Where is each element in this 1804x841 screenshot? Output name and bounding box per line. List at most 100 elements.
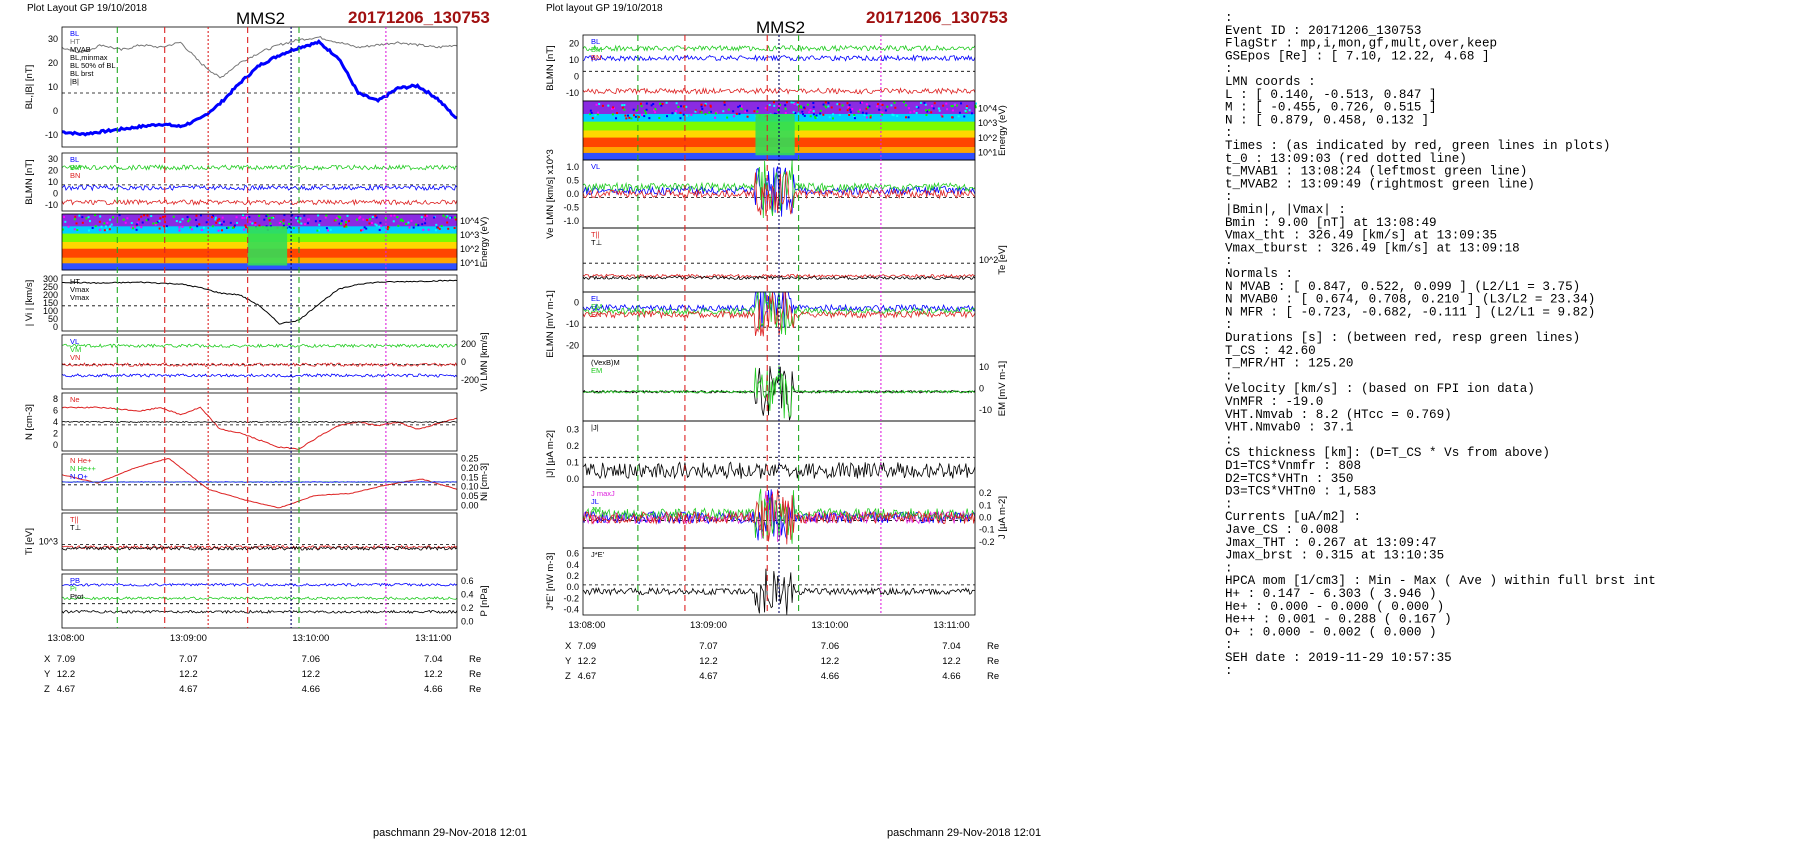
heatmap-pixel [590, 111, 593, 114]
heatmap-pixel [679, 111, 682, 114]
heatmap-pixel [231, 226, 234, 229]
heatmap-pixel [283, 214, 286, 217]
summary-line: Velocity [km/s] : (based on FPI ion data… [1225, 382, 1535, 396]
trace-2 [61, 198, 458, 207]
heatmap-pixel [175, 220, 178, 223]
position-value: 7.09 [57, 654, 76, 665]
heatmap-pixel [675, 102, 678, 105]
heatmap-pixel [735, 112, 738, 115]
heatmap-pixel [940, 114, 943, 117]
heatmap-pixel [963, 115, 966, 118]
legend-entry: Vmax [70, 285, 89, 294]
heatmap-pixel [964, 109, 967, 112]
position-value: 12.2 [57, 669, 76, 680]
heatmap-pixel [722, 110, 725, 113]
heatmap-pixel [640, 105, 643, 108]
heatmap-pixel [709, 110, 712, 113]
heatmap-pixel [801, 110, 804, 113]
heatmap-pixel [186, 216, 189, 219]
heatmap-pixel [644, 112, 647, 115]
heatmap-pixel [288, 222, 291, 225]
heatmap-pixel [433, 216, 436, 219]
heatmap-pixel [81, 221, 84, 224]
heatmap-pixel [434, 229, 437, 232]
heatmap-pixel [723, 101, 726, 104]
y-tick-label: 0 [53, 322, 58, 332]
heatmap-pixel [773, 104, 776, 107]
heatmap-pixel [746, 109, 749, 112]
heatmap-pixel [808, 111, 811, 114]
heatmap-pixel [801, 112, 804, 115]
y-axis-label: |J| [μA m-2] [545, 430, 556, 478]
legend-entry: T⊥ [70, 523, 82, 532]
time-tick-label: 13:10:00 [292, 633, 329, 644]
heatmap-pixel [595, 103, 598, 106]
heatmap-pixel [803, 114, 806, 117]
heatmap-pixel [88, 220, 91, 223]
heatmap-pixel [773, 112, 776, 115]
heatmap-pixel [635, 109, 638, 112]
heatmap-pixel [858, 108, 861, 111]
heatmap-pixel [450, 216, 453, 219]
heatmap-pixel [682, 113, 685, 116]
heatmap-pixel [946, 108, 949, 111]
position-row-label: X [565, 641, 572, 652]
left-spacecraft-label: MMS2 [236, 9, 286, 28]
summary-line: T_MFR/HT : 125.20 [1225, 357, 1353, 371]
time-tick-label: 13:09:00 [170, 633, 207, 644]
right-plot-footer: paschmann 29-Nov-2018 12:01 [887, 827, 1042, 839]
heatmap-pixel [226, 226, 229, 229]
heatmap-pixel [893, 101, 896, 104]
heatmap-pixel [266, 214, 269, 217]
position-unit: Re [987, 656, 999, 667]
panel-frame [61, 274, 458, 332]
heatmap-pixel [196, 225, 199, 228]
heatmap-pixel [694, 109, 697, 112]
panel-right-2: Energy (eV)10^1 10^2 10^3 10^4 [582, 100, 1008, 161]
heatmap-pixel [344, 221, 347, 224]
heatmap-pixel [278, 222, 281, 225]
y-axis-label: P [nPa] [479, 586, 490, 617]
y-tick-label: 0.0 [979, 513, 992, 523]
heatmap-pixel [251, 222, 254, 225]
heatmap-pixel [861, 111, 864, 114]
heatmap-pixel [838, 108, 841, 111]
heatmap-pixel [126, 217, 129, 220]
heatmap-pixel [626, 114, 629, 117]
position-value: 12.2 [302, 669, 321, 680]
summary-line: Durations [s] : (between red, resp green… [1225, 331, 1580, 345]
heatmap-pixel [258, 214, 261, 217]
position-value: 7.06 [302, 654, 321, 665]
heatmap-pixel [847, 106, 850, 109]
heatmap-pixel [954, 103, 957, 106]
heatmap-pixel [812, 113, 815, 116]
heatmap-pixel [881, 113, 884, 116]
y-axis-label: Vi LMN [km/s] [479, 333, 490, 392]
heatmap-pixel [361, 228, 364, 231]
heatmap-pixel [819, 112, 822, 115]
y-tick-label: 10^2 [460, 244, 479, 254]
y-tick-label: 0.1 [979, 500, 992, 510]
heatmap-pixel [365, 227, 368, 230]
position-row-label: X [44, 654, 51, 665]
summary-line: H+ : 0.147 - 6.303 ( 3.946 ) [1225, 587, 1437, 601]
heatmap-pixel [220, 223, 223, 226]
heatmap-pixel [968, 109, 971, 112]
trace-0 [61, 184, 458, 192]
heatmap-pixel [164, 215, 167, 218]
summary-line: VHT.Nmvab0 : 37.1 [1225, 421, 1353, 435]
heatmap-pixel [797, 112, 800, 115]
heatmap-pixel [346, 214, 349, 217]
time-tick-label: 13:08:00 [47, 633, 84, 644]
heatmap-pixel [318, 223, 321, 226]
heatmap-pixel [399, 219, 402, 222]
heatmap-pixel [611, 113, 614, 116]
legend-entry: BL [70, 29, 79, 38]
heatmap-pixel [809, 115, 812, 118]
position-unit: Re [987, 671, 999, 682]
heatmap-pixel [859, 101, 862, 104]
heatmap-pixel [232, 226, 235, 229]
position-value: 4.67 [578, 671, 597, 682]
